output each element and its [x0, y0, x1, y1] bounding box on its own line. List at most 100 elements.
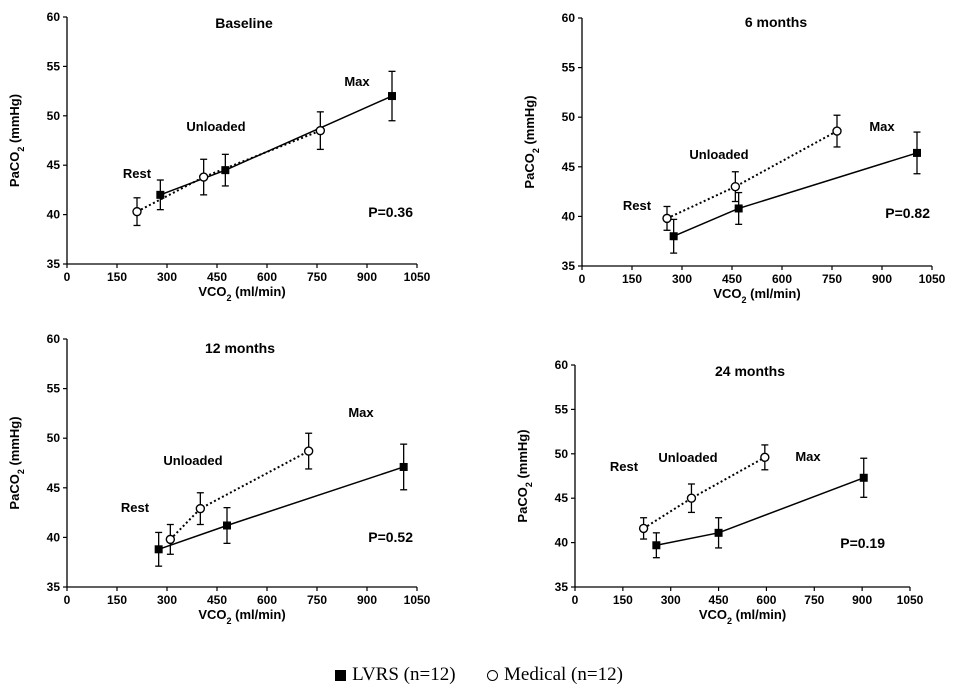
- x-tick-label: 900: [852, 593, 872, 607]
- y-tick-label: 45: [47, 481, 61, 495]
- max-annotation: Max: [795, 449, 821, 464]
- y-tick-label: 45: [562, 160, 576, 174]
- max-annotation: Max: [344, 74, 370, 89]
- medical-data-point: [760, 452, 770, 463]
- medical-data-point: [165, 534, 176, 545]
- p-value-label: P=0.36: [368, 204, 413, 220]
- x-axis-label: VCO2 (ml/min): [713, 286, 800, 305]
- x-tick-label: 450: [207, 270, 227, 284]
- y-tick-label: 35: [555, 580, 569, 594]
- lvrs-data-point: [859, 473, 868, 482]
- y-tick-label: 35: [47, 257, 61, 271]
- lvrs-data-point: [156, 190, 165, 199]
- p-value-label: P=0.82: [885, 205, 930, 221]
- panel-title: 6 months: [745, 14, 807, 30]
- rest-annotation: Rest: [121, 500, 150, 515]
- x-tick-label: 750: [307, 593, 327, 607]
- medical-data-point: [686, 493, 697, 503]
- x-tick-label: 600: [772, 272, 792, 286]
- y-tick-label: 45: [47, 158, 61, 172]
- y-tick-label: 35: [562, 259, 576, 273]
- legend-medical-label: Medical (n=12): [504, 664, 623, 685]
- medical-data-point: [315, 125, 326, 136]
- lvrs-series-line: [158, 466, 404, 551]
- x-tick-label: 150: [613, 593, 633, 607]
- y-tick-label: 40: [562, 209, 576, 223]
- medical-marker-icon: [487, 670, 499, 682]
- lvrs-data-point: [652, 541, 661, 550]
- x-tick-label: 750: [307, 270, 327, 284]
- x-tick-label: 600: [257, 270, 277, 284]
- y-tick-label: 60: [562, 11, 576, 25]
- y-axis-label: PaCO2 (mmHg): [522, 95, 541, 188]
- unloaded-annotation: Unloaded: [186, 119, 245, 134]
- medical-data-point: [303, 446, 314, 456]
- x-axis-label: VCO2 (ml/min): [198, 607, 285, 626]
- legend: LVRS (n=12) Medical (n=12): [0, 664, 958, 686]
- x-tick-label: 900: [357, 270, 377, 284]
- y-tick-label: 40: [47, 530, 61, 544]
- x-tick-label: 450: [709, 593, 729, 607]
- lvrs-data-point: [388, 92, 396, 101]
- lvrs-data-point: [669, 232, 678, 241]
- y-tick-label: 50: [47, 109, 61, 123]
- medical-series-line: [169, 450, 310, 541]
- x-tick-label: 300: [157, 270, 177, 284]
- x-tick-label: 900: [357, 593, 377, 607]
- panel-title: Baseline: [215, 15, 273, 31]
- unloaded-annotation: Unloaded: [658, 450, 717, 465]
- medical-data-point: [198, 172, 209, 182]
- rest-annotation: Rest: [123, 166, 152, 181]
- unloaded-annotation: Unloaded: [689, 147, 748, 162]
- lvrs-data-point: [154, 545, 163, 554]
- rest-annotation: Rest: [623, 198, 652, 213]
- p-value-label: P=0.19: [840, 535, 885, 551]
- x-tick-label: 300: [157, 593, 177, 607]
- y-tick-label: 55: [47, 59, 61, 73]
- max-annotation: Max: [348, 405, 374, 420]
- y-tick-label: 50: [562, 110, 576, 124]
- lvrs-series-line: [673, 152, 918, 237]
- x-tick-label: 0: [572, 593, 579, 607]
- x-tick-label: 600: [756, 593, 776, 607]
- x-tick-label: 750: [822, 272, 842, 286]
- medical-data-point: [638, 523, 649, 534]
- y-tick-label: 60: [555, 358, 569, 372]
- x-tick-label: 1050: [404, 270, 431, 284]
- x-tick-label: 1050: [897, 593, 924, 607]
- y-tick-label: 60: [47, 332, 61, 346]
- x-tick-label: 300: [661, 593, 681, 607]
- x-tick-label: 150: [107, 593, 127, 607]
- medical-data-point: [195, 503, 206, 514]
- panel-title: 12 months: [205, 340, 275, 356]
- y-tick-label: 50: [555, 447, 569, 461]
- y-tick-label: 35: [47, 580, 61, 594]
- x-axis-label: VCO2 (ml/min): [699, 607, 786, 626]
- lvrs-data-point: [223, 521, 231, 530]
- lvrs-data-point: [221, 166, 230, 175]
- max-annotation: Max: [869, 119, 895, 134]
- x-tick-label: 900: [872, 272, 892, 286]
- y-axis-label: PaCO2 (mmHg): [515, 429, 534, 522]
- medical-series-line: [643, 456, 766, 530]
- x-tick-label: 0: [64, 270, 71, 284]
- y-tick-label: 55: [562, 61, 576, 75]
- medical-data-point: [132, 206, 142, 217]
- y-tick-label: 60: [47, 10, 61, 24]
- medical-series-line: [136, 129, 321, 213]
- y-tick-label: 55: [47, 382, 61, 396]
- unloaded-annotation: Unloaded: [163, 453, 222, 468]
- medical-data-point: [662, 213, 672, 224]
- y-tick-label: 40: [555, 536, 569, 550]
- panel-title: 24 months: [715, 363, 785, 379]
- lvrs-marker-icon: [335, 670, 347, 682]
- y-tick-label: 40: [47, 208, 61, 222]
- x-tick-label: 450: [207, 593, 227, 607]
- medical-data-point: [730, 181, 741, 192]
- x-tick-label: 150: [107, 270, 127, 284]
- medical-data-point: [832, 126, 842, 136]
